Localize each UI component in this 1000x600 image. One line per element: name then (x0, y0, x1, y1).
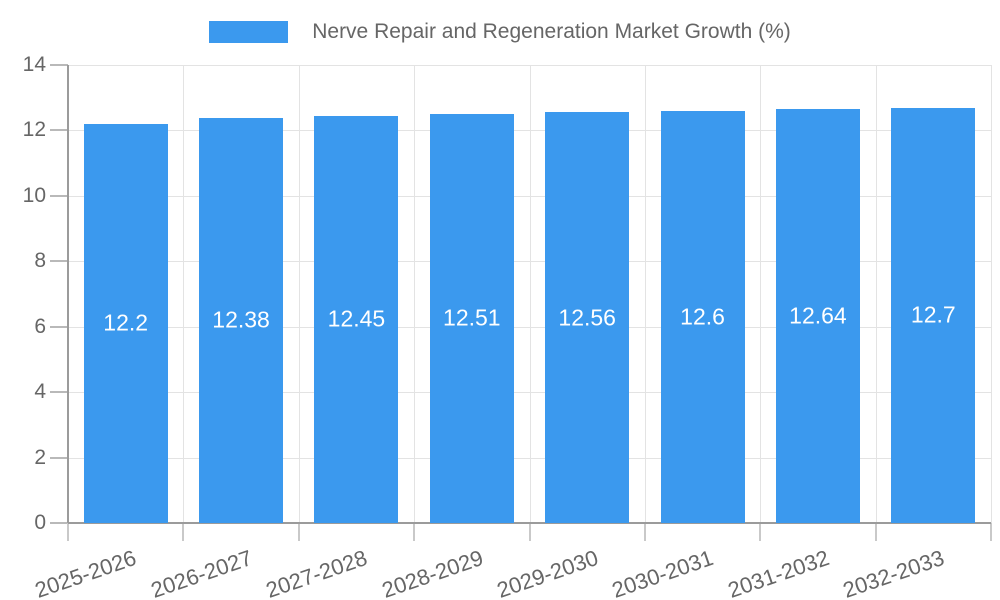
x-axis-category-label: 2029-2030 (493, 545, 602, 600)
bar-value-label: 12.64 (789, 302, 847, 329)
x-gridline (644, 65, 646, 523)
bar-value-label: 12.6 (680, 303, 725, 330)
y-axis-tick (50, 325, 68, 328)
legend-series-label: Nerve Repair and Regeneration Market Gro… (312, 20, 791, 43)
bar (660, 110, 745, 523)
x-axis-tick (643, 523, 646, 541)
x-axis-tick (990, 523, 992, 541)
bar-value-label: 12.7 (910, 301, 956, 328)
y-axis-tick-label: 6 (34, 314, 46, 338)
bar (199, 117, 284, 523)
bar-value-label: 12.45 (327, 305, 386, 332)
y-axis-tick-label: 2 (34, 445, 46, 469)
y-axis-tick (50, 194, 68, 197)
y-axis-tick (50, 64, 68, 66)
bar (545, 112, 630, 523)
x-axis-tick (759, 523, 762, 541)
x-gridline (991, 65, 992, 523)
bar-value-label: 12.51 (443, 304, 501, 331)
y-axis-tick (50, 456, 68, 459)
x-axis-category-label: 2028-2029 (378, 545, 486, 600)
y-axis-tick (50, 391, 68, 394)
y-axis-tick-label: 14 (22, 53, 46, 76)
y-axis-tick (50, 129, 68, 132)
chart-legend[interactable]: Nerve Repair and Regeneration Market Gro… (0, 20, 1000, 44)
y-axis-tick-label: 8 (34, 249, 46, 273)
x-axis-tick (413, 523, 416, 541)
x-axis-tick (297, 523, 300, 541)
y-axis-tick-label: 4 (34, 380, 46, 404)
x-axis-category-label: 2025-2026 (32, 545, 140, 600)
bar-value-label: 12.56 (558, 304, 616, 331)
y-axis-line (67, 65, 69, 523)
bar (83, 123, 168, 523)
x-axis-category-label: 2031-2032 (724, 545, 833, 600)
x-axis-tick (874, 523, 877, 541)
y-axis-tick-label: 0 (34, 511, 46, 534)
x-axis-tick (528, 523, 531, 541)
x-axis-category-label: 2026-2027 (147, 545, 256, 600)
x-gridline (183, 65, 185, 523)
bar (429, 113, 514, 523)
legend-swatch-icon (209, 21, 289, 43)
bar (891, 107, 976, 523)
x-axis-line (68, 522, 991, 524)
bar-value-label: 12.38 (212, 306, 270, 333)
x-axis-category-label: 2032-2033 (839, 545, 948, 600)
x-axis-tick (182, 523, 185, 541)
x-gridline (875, 65, 877, 523)
bar (775, 109, 860, 523)
x-axis-tick (67, 523, 69, 541)
y-axis-tick-label: 10 (22, 183, 46, 207)
y-axis-tick (50, 522, 68, 524)
x-axis-category-label: 2027-2028 (262, 545, 371, 600)
x-gridline (529, 65, 531, 523)
x-gridline (760, 65, 762, 523)
x-gridline (298, 65, 300, 523)
bar-value-label: 12.2 (103, 309, 149, 336)
y-axis-tick (50, 260, 68, 263)
y-axis-tick-label: 12 (22, 118, 46, 142)
x-axis-category-label: 2030-2031 (609, 545, 717, 600)
bar (314, 115, 399, 523)
x-gridline (414, 65, 416, 523)
